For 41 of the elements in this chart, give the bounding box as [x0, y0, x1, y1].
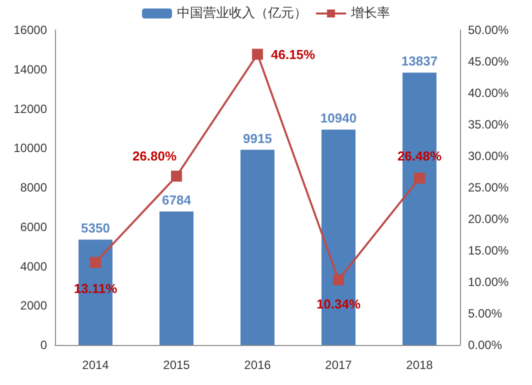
- point: [171, 170, 182, 182]
- y2-tick-label: 40.00%: [468, 86, 510, 100]
- y2-tick-label: 10.00%: [468, 275, 510, 289]
- y-tick-label: 0: [40, 338, 48, 352]
- y-tick-label: 4000: [20, 259, 48, 274]
- data-label: 26.80%: [132, 148, 177, 164]
- y2-tick-label: 5.00%: [468, 306, 502, 320]
- data-label: 46.15%: [271, 46, 316, 62]
- y2-tick-label: 25.00%: [468, 180, 510, 194]
- x-tick-label: 2016: [244, 358, 272, 372]
- y-tick-label: 16000: [14, 23, 48, 37]
- point: [414, 172, 425, 184]
- y-tick-label: 14000: [14, 62, 48, 76]
- data-label: 5350: [81, 220, 110, 236]
- y-tick-label: 8000: [20, 180, 48, 194]
- y2-tick-label: 50.00%: [468, 23, 510, 37]
- bar: [240, 150, 275, 345]
- point: [90, 256, 101, 268]
- point: [252, 48, 263, 60]
- y2-tick-label: 20.00%: [468, 212, 510, 226]
- y-tick-label: 6000: [20, 220, 48, 234]
- legend-label: 增长率: [350, 5, 390, 21]
- y-tick-label: 12000: [14, 102, 48, 116]
- y-tick-label: 2000: [20, 298, 48, 313]
- y2-tick-label: 30.00%: [468, 149, 510, 163]
- y2-tick-label: 45.00%: [468, 54, 510, 68]
- data-label: 13837: [401, 54, 438, 69]
- y2-tick-label: 0.00%: [468, 338, 502, 352]
- x-tick-label: 2015: [163, 358, 190, 372]
- x-tick-label: 2017: [325, 358, 352, 372]
- legend-label: 中国营业收入（亿元）: [177, 6, 307, 21]
- y-tick-label: 10000: [14, 141, 48, 156]
- y2-tick-label: 15.00%: [468, 244, 510, 258]
- data-label: 6784: [162, 192, 192, 208]
- bar: [159, 211, 194, 345]
- data-label: 9915: [243, 130, 272, 146]
- point: [333, 274, 344, 286]
- x-tick-label: 2014: [82, 358, 110, 372]
- x-tick-label: 2018: [406, 358, 434, 372]
- data-label: 10940: [320, 110, 357, 126]
- y2-tick-label: 35.00%: [468, 118, 510, 132]
